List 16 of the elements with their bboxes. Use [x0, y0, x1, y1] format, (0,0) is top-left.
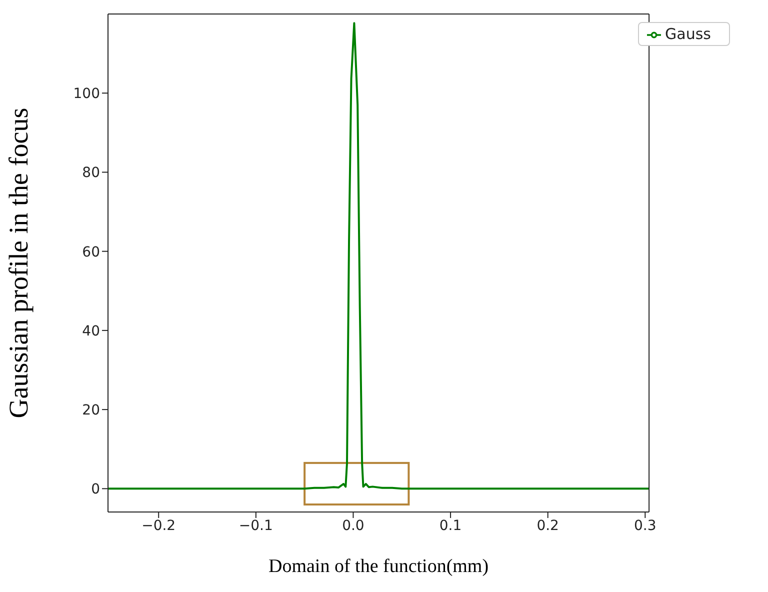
x-tick-label: −0.1 [238, 518, 273, 534]
y-tick-label: 20 [82, 402, 100, 419]
x-tick-label: 0.1 [439, 518, 462, 534]
y-tick-label: 100 [73, 86, 100, 102]
x-tick-label: −0.2 [142, 518, 176, 534]
y-axis-title: Gaussian profile in the focus [4, 108, 34, 418]
y-tick-label: 60 [82, 244, 100, 260]
x-axis-title: Domain of the function(mm) [268, 556, 489, 577]
x-tick-label: 0.2 [536, 518, 559, 534]
x-tick-label: 0.3 [634, 518, 656, 534]
x-tick-label: 0.0 [342, 518, 364, 534]
legend-label: Gauss [665, 25, 711, 43]
line-series [108, 22, 650, 490]
y-tick-label: 80 [82, 165, 100, 182]
y-tick-label: 40 [82, 323, 100, 340]
y-tick-label: 0 [91, 482, 100, 498]
